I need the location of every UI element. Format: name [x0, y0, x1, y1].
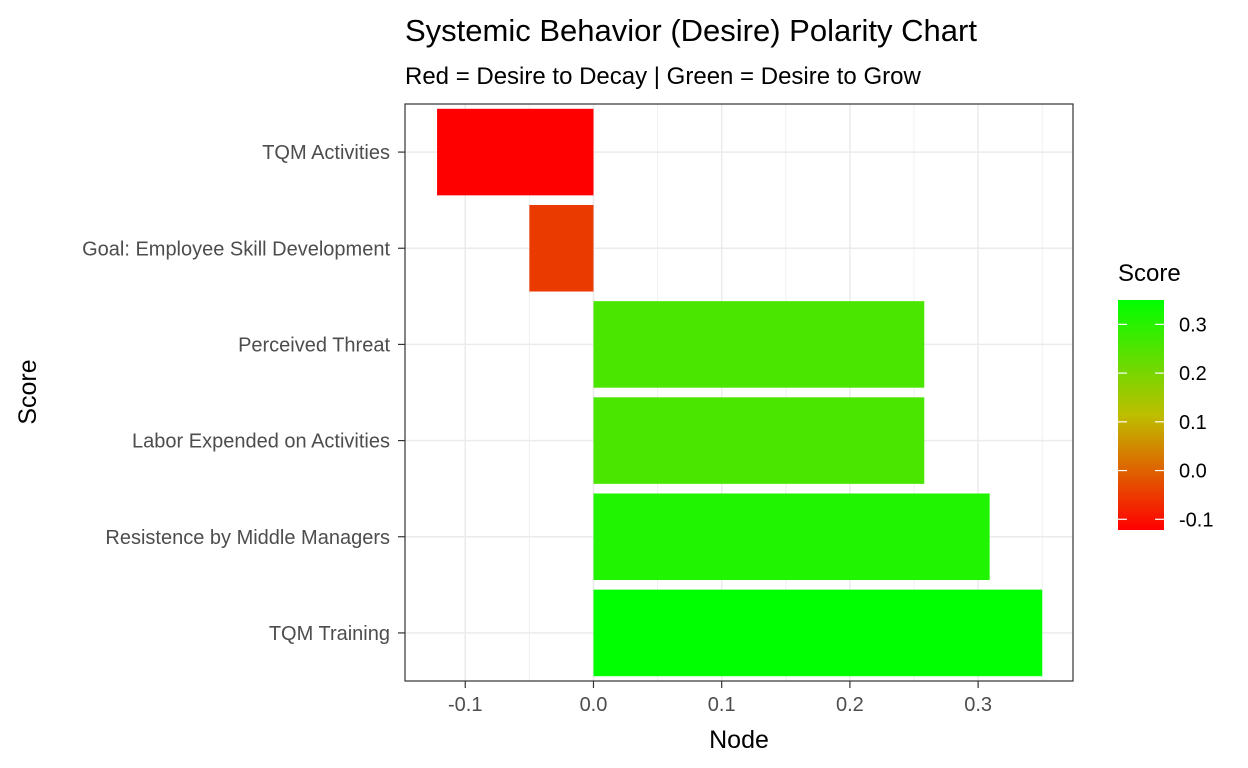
x-axis-title: Node [709, 726, 769, 754]
bar [593, 589, 1043, 677]
y-axis-ticks: TQM Activities Goal: Employee Skill Devel… [82, 142, 405, 645]
y-axis-title: Score [14, 359, 42, 424]
x-axis-ticks: -0.1 0.0 0.1 0.2 0.3 [448, 681, 992, 716]
x-tick-label: -0.1 [448, 694, 482, 716]
x-tick-label: 0.0 [580, 694, 608, 716]
x-tick-label: 0.1 [708, 694, 736, 716]
y-tick-label: Labor Expended on Activities [132, 431, 390, 453]
legend-tick-label: 0.3 [1179, 314, 1207, 336]
legend-tick-label: 0.0 [1179, 461, 1207, 483]
y-tick-label: Goal: Employee Skill Development [82, 238, 390, 260]
legend-tick-label: -0.1 [1179, 509, 1213, 531]
bar [437, 108, 594, 196]
legend-tick-label: 0.1 [1179, 412, 1207, 434]
legend-title: Score [1118, 260, 1181, 287]
y-tick-label: TQM Training [269, 623, 390, 645]
bar [529, 204, 594, 292]
legend-ticks: -0.1 0.0 0.1 0.2 0.3 [1118, 314, 1213, 531]
bar [593, 301, 925, 388]
x-tick-label: 0.2 [836, 694, 864, 716]
plot-panel-border [404, 103, 1074, 682]
bar [593, 397, 925, 484]
chart-subtitle: Red = Desire to Decay | Green = Desire t… [405, 63, 921, 90]
bars [437, 108, 1043, 677]
chart-title: Systemic Behavior (Desire) Polarity Char… [405, 13, 977, 48]
y-tick-label: TQM Activities [262, 142, 390, 164]
legend-colorbar [1118, 300, 1164, 530]
bar [593, 493, 990, 581]
legend-tick-label: 0.2 [1179, 363, 1207, 385]
x-tick-label: 0.3 [964, 694, 992, 716]
y-tick-label: Perceived Threat [238, 334, 390, 356]
y-tick-label: Resistence by Middle Managers [105, 527, 390, 549]
